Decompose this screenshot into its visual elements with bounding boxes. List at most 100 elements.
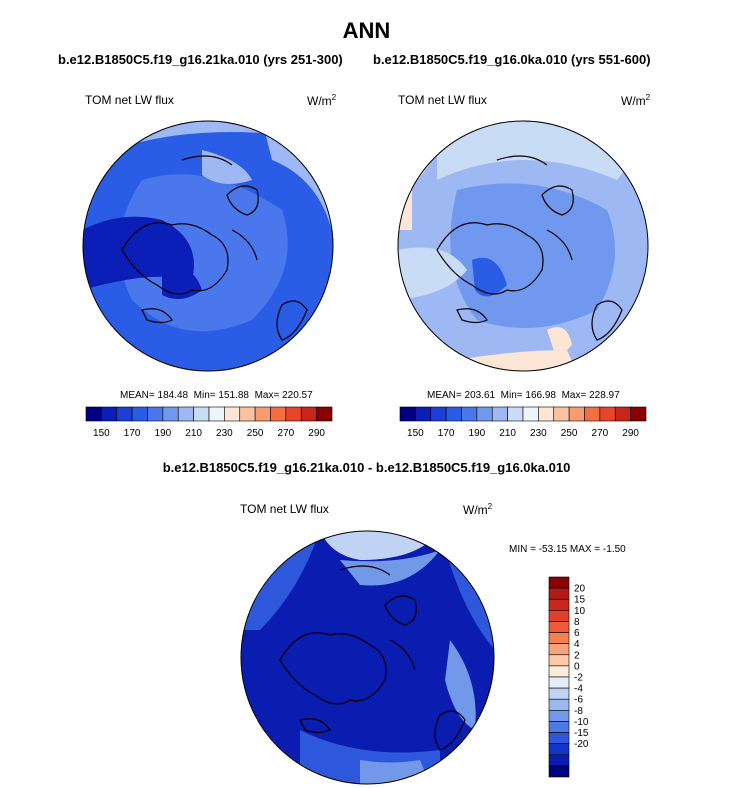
colorbar-swatch — [548, 587, 570, 600]
right-variable-label: TOM net LW flux — [398, 93, 487, 107]
colorbar-swatch — [548, 576, 570, 589]
colorbar-swatch — [538, 406, 555, 422]
colorbar-tick-label: 2 — [574, 650, 580, 661]
colorbar-tick-label: 230 — [530, 428, 547, 439]
colorbar-tick-label: 270 — [278, 428, 295, 439]
colorbar-tick-label: -2 — [574, 673, 583, 684]
right-case-title: b.e12.B1850C5.f19_g16.0ka.010 (yrs 551-6… — [373, 52, 651, 67]
colorbar-swatch — [548, 632, 570, 644]
colorbar-swatch — [568, 406, 585, 422]
right-colorbar: 150 170 190 210 230 250 270 290 — [399, 406, 647, 439]
diff-variable-label: TOM net LW flux — [240, 502, 329, 516]
colorbar-tick-label: 190 — [469, 428, 486, 439]
colorbar-tick-label: 230 — [216, 428, 233, 439]
colorbar-swatch — [599, 406, 616, 422]
left-variable-label: TOM net LW flux — [85, 93, 174, 107]
colorbar-tick-label: 15 — [574, 595, 586, 606]
colorbar-tick-label: 210 — [185, 428, 202, 439]
colorbar-swatch — [548, 698, 570, 711]
diff-units-label: W/m2 — [463, 502, 493, 517]
colorbar-swatch — [162, 406, 179, 422]
right-units-label: W/m2 — [621, 93, 651, 108]
left-colorbar: 150 170 190 210 230 250 270 290 — [85, 406, 333, 439]
colorbar-swatch — [254, 406, 271, 422]
colorbar-swatch — [548, 765, 570, 778]
colorbar-tick-label: 6 — [574, 628, 580, 639]
colorbar-swatch — [177, 406, 194, 422]
colorbar-swatch — [147, 406, 164, 422]
left-polar-map — [82, 120, 334, 372]
colorbar-swatch — [224, 406, 241, 422]
colorbar-swatch — [270, 406, 287, 422]
colorbar-swatch — [116, 406, 133, 422]
colorbar-swatch — [101, 406, 118, 422]
colorbar-tick-label: 250 — [561, 428, 578, 439]
colorbar-swatch — [399, 406, 416, 422]
colorbar-tick-label: 170 — [438, 428, 455, 439]
colorbar-tick-label: 290 — [622, 428, 639, 439]
colorbar-tick-label: 150 — [93, 428, 110, 439]
colorbar-swatch — [548, 598, 570, 611]
colorbar-tick-label: 10 — [574, 606, 586, 617]
left-stats: MEAN= 184.48 Min= 151.88 Max= 220.57 — [120, 390, 313, 401]
colorbar-swatch — [300, 406, 317, 422]
colorbar-tick-label: -6 — [574, 695, 583, 706]
colorbar-swatch — [239, 406, 256, 422]
left-units-label: W/m2 — [307, 93, 337, 108]
colorbar-swatch — [548, 710, 570, 722]
colorbar-tick-label: 290 — [308, 428, 325, 439]
colorbar-swatch — [461, 406, 478, 422]
colorbar-swatch — [548, 687, 570, 700]
colorbar-swatch — [507, 406, 524, 422]
colorbar-tick-label: -8 — [574, 706, 583, 717]
colorbar-swatch — [548, 665, 570, 678]
colorbar-swatch — [548, 643, 570, 656]
colorbar-swatch — [548, 621, 570, 633]
colorbar-swatch — [85, 406, 102, 422]
colorbar-tick-label: 170 — [124, 428, 141, 439]
colorbar-tick-label: -20 — [574, 739, 589, 750]
colorbar-swatch — [131, 406, 148, 422]
colorbar-swatch — [553, 406, 570, 422]
colorbar-swatch — [430, 406, 447, 422]
colorbar-swatch — [522, 406, 539, 422]
right-polar-map — [397, 120, 649, 372]
colorbar-tick-label: -15 — [574, 728, 589, 739]
colorbar-swatch — [285, 406, 302, 422]
colorbar-swatch — [584, 406, 601, 422]
colorbar-swatch — [548, 721, 570, 733]
colorbar-swatch — [548, 754, 570, 767]
colorbar-swatch — [548, 743, 570, 756]
colorbar-swatch — [548, 610, 570, 622]
colorbar-swatch — [208, 406, 225, 422]
colorbar-tick-label: 190 — [155, 428, 172, 439]
colorbar-swatch — [476, 406, 493, 422]
figure-title: ANN — [342, 18, 391, 43]
colorbar-tick-label: 4 — [574, 639, 580, 650]
diff-minmax: MIN = -53.15 MAX = -1.50 — [509, 544, 626, 555]
colorbar-swatch — [491, 406, 508, 422]
colorbar-tick-label: 0 — [574, 661, 580, 672]
colorbar-tick-label: 20 — [574, 584, 586, 595]
colorbar-swatch — [548, 732, 570, 744]
colorbar-swatch — [415, 406, 432, 422]
colorbar-swatch — [614, 406, 631, 422]
colorbar-tick-label: 150 — [407, 428, 424, 439]
colorbar-tick-label: -4 — [574, 684, 583, 695]
left-case-title: b.e12.B1850C5.f19_g16.21ka.010 (yrs 251-… — [58, 52, 343, 67]
colorbar-swatch — [548, 676, 570, 689]
colorbar-tick-label: 210 — [499, 428, 516, 439]
colorbar-swatch — [193, 406, 210, 422]
difference-title: b.e12.B1850C5.f19_g16.21ka.010 - b.e12.B… — [162, 460, 571, 475]
colorbar-swatch — [445, 406, 462, 422]
colorbar-tick-label: 270 — [592, 428, 609, 439]
colorbar-swatch — [630, 406, 647, 422]
colorbar-swatch — [316, 406, 333, 422]
colorbar-tick-label: 8 — [574, 617, 580, 628]
right-stats: MEAN= 203.61 Min= 166.98 Max= 228.97 — [427, 390, 620, 401]
colorbar-swatch — [548, 654, 570, 667]
colorbar-tick-label: -10 — [574, 717, 589, 728]
difference-polar-map — [240, 530, 495, 785]
colorbar-tick-label: 250 — [247, 428, 264, 439]
